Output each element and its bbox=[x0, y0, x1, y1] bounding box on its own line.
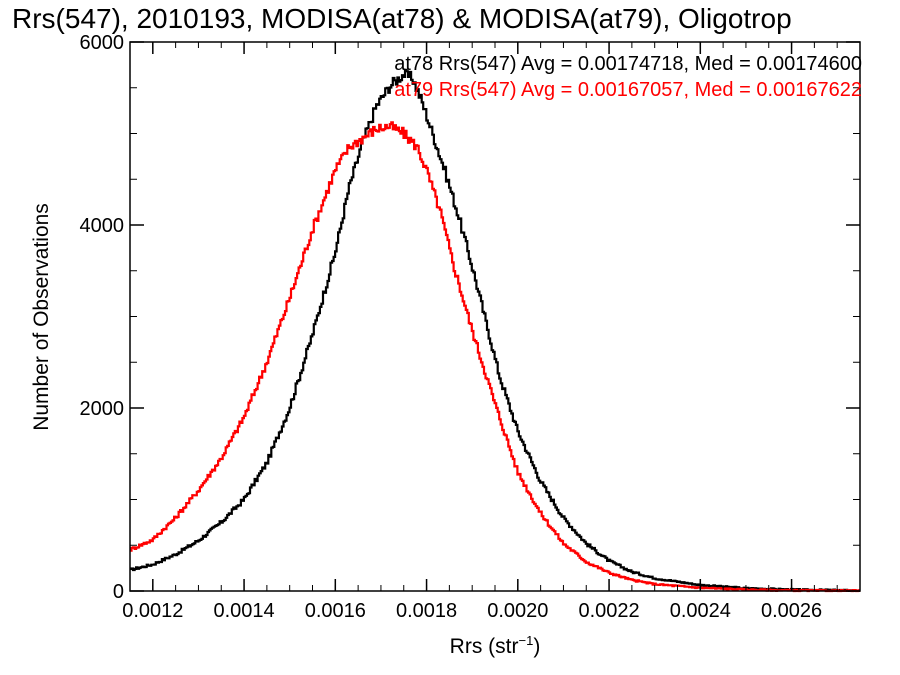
legend: at78 Rrs(547) Avg = 0.00174718, Med = 0.… bbox=[394, 53, 862, 101]
x-tick-label: 0.0018 bbox=[396, 600, 457, 622]
y-tick-label: 6000 bbox=[80, 32, 125, 54]
plot-lines bbox=[130, 68, 861, 593]
x-axis-label-sup: −1 bbox=[519, 633, 534, 648]
x-tick-label: 0.0022 bbox=[578, 600, 639, 622]
y-tick-label: 2000 bbox=[80, 398, 125, 420]
x-tick-label: 0.0016 bbox=[305, 600, 366, 622]
x-tick-label: 0.0020 bbox=[487, 600, 548, 622]
series-line-2 bbox=[130, 121, 861, 593]
series-line-1 bbox=[130, 68, 860, 592]
x-tick-label: 0.0012 bbox=[122, 600, 183, 622]
tick-labels: 0.0012 0.0014 0.0016 0.0018 0.0020 0.0022 0.00… bbox=[80, 32, 823, 622]
axis-ticks bbox=[129, 41, 861, 592]
x-axis-label: Rrs (str−1) bbox=[450, 633, 541, 658]
x-axis-label-text: Rrs (str bbox=[450, 635, 519, 658]
y-tick-label: 0 bbox=[113, 581, 124, 603]
y-axis-label: Number of Observations bbox=[30, 203, 53, 431]
chart-title: Rrs(547), 2010193, MODISA(at78) & MODISA… bbox=[12, 3, 792, 34]
y-tick-label: 4000 bbox=[80, 215, 125, 237]
x-tick-label: 0.0014 bbox=[213, 600, 274, 622]
legend-entry-2: at79 Rrs(547) Avg = 0.00167057, Med = 0.… bbox=[394, 79, 862, 101]
x-tick-label: 0.0024 bbox=[670, 600, 731, 622]
legend-entry-1: at78 Rrs(547) Avg = 0.00174718, Med = 0.… bbox=[394, 53, 862, 75]
plot-frame bbox=[129, 41, 861, 592]
x-axis-label-close: ) bbox=[533, 635, 540, 658]
x-tick-label: 0.0026 bbox=[761, 600, 822, 622]
